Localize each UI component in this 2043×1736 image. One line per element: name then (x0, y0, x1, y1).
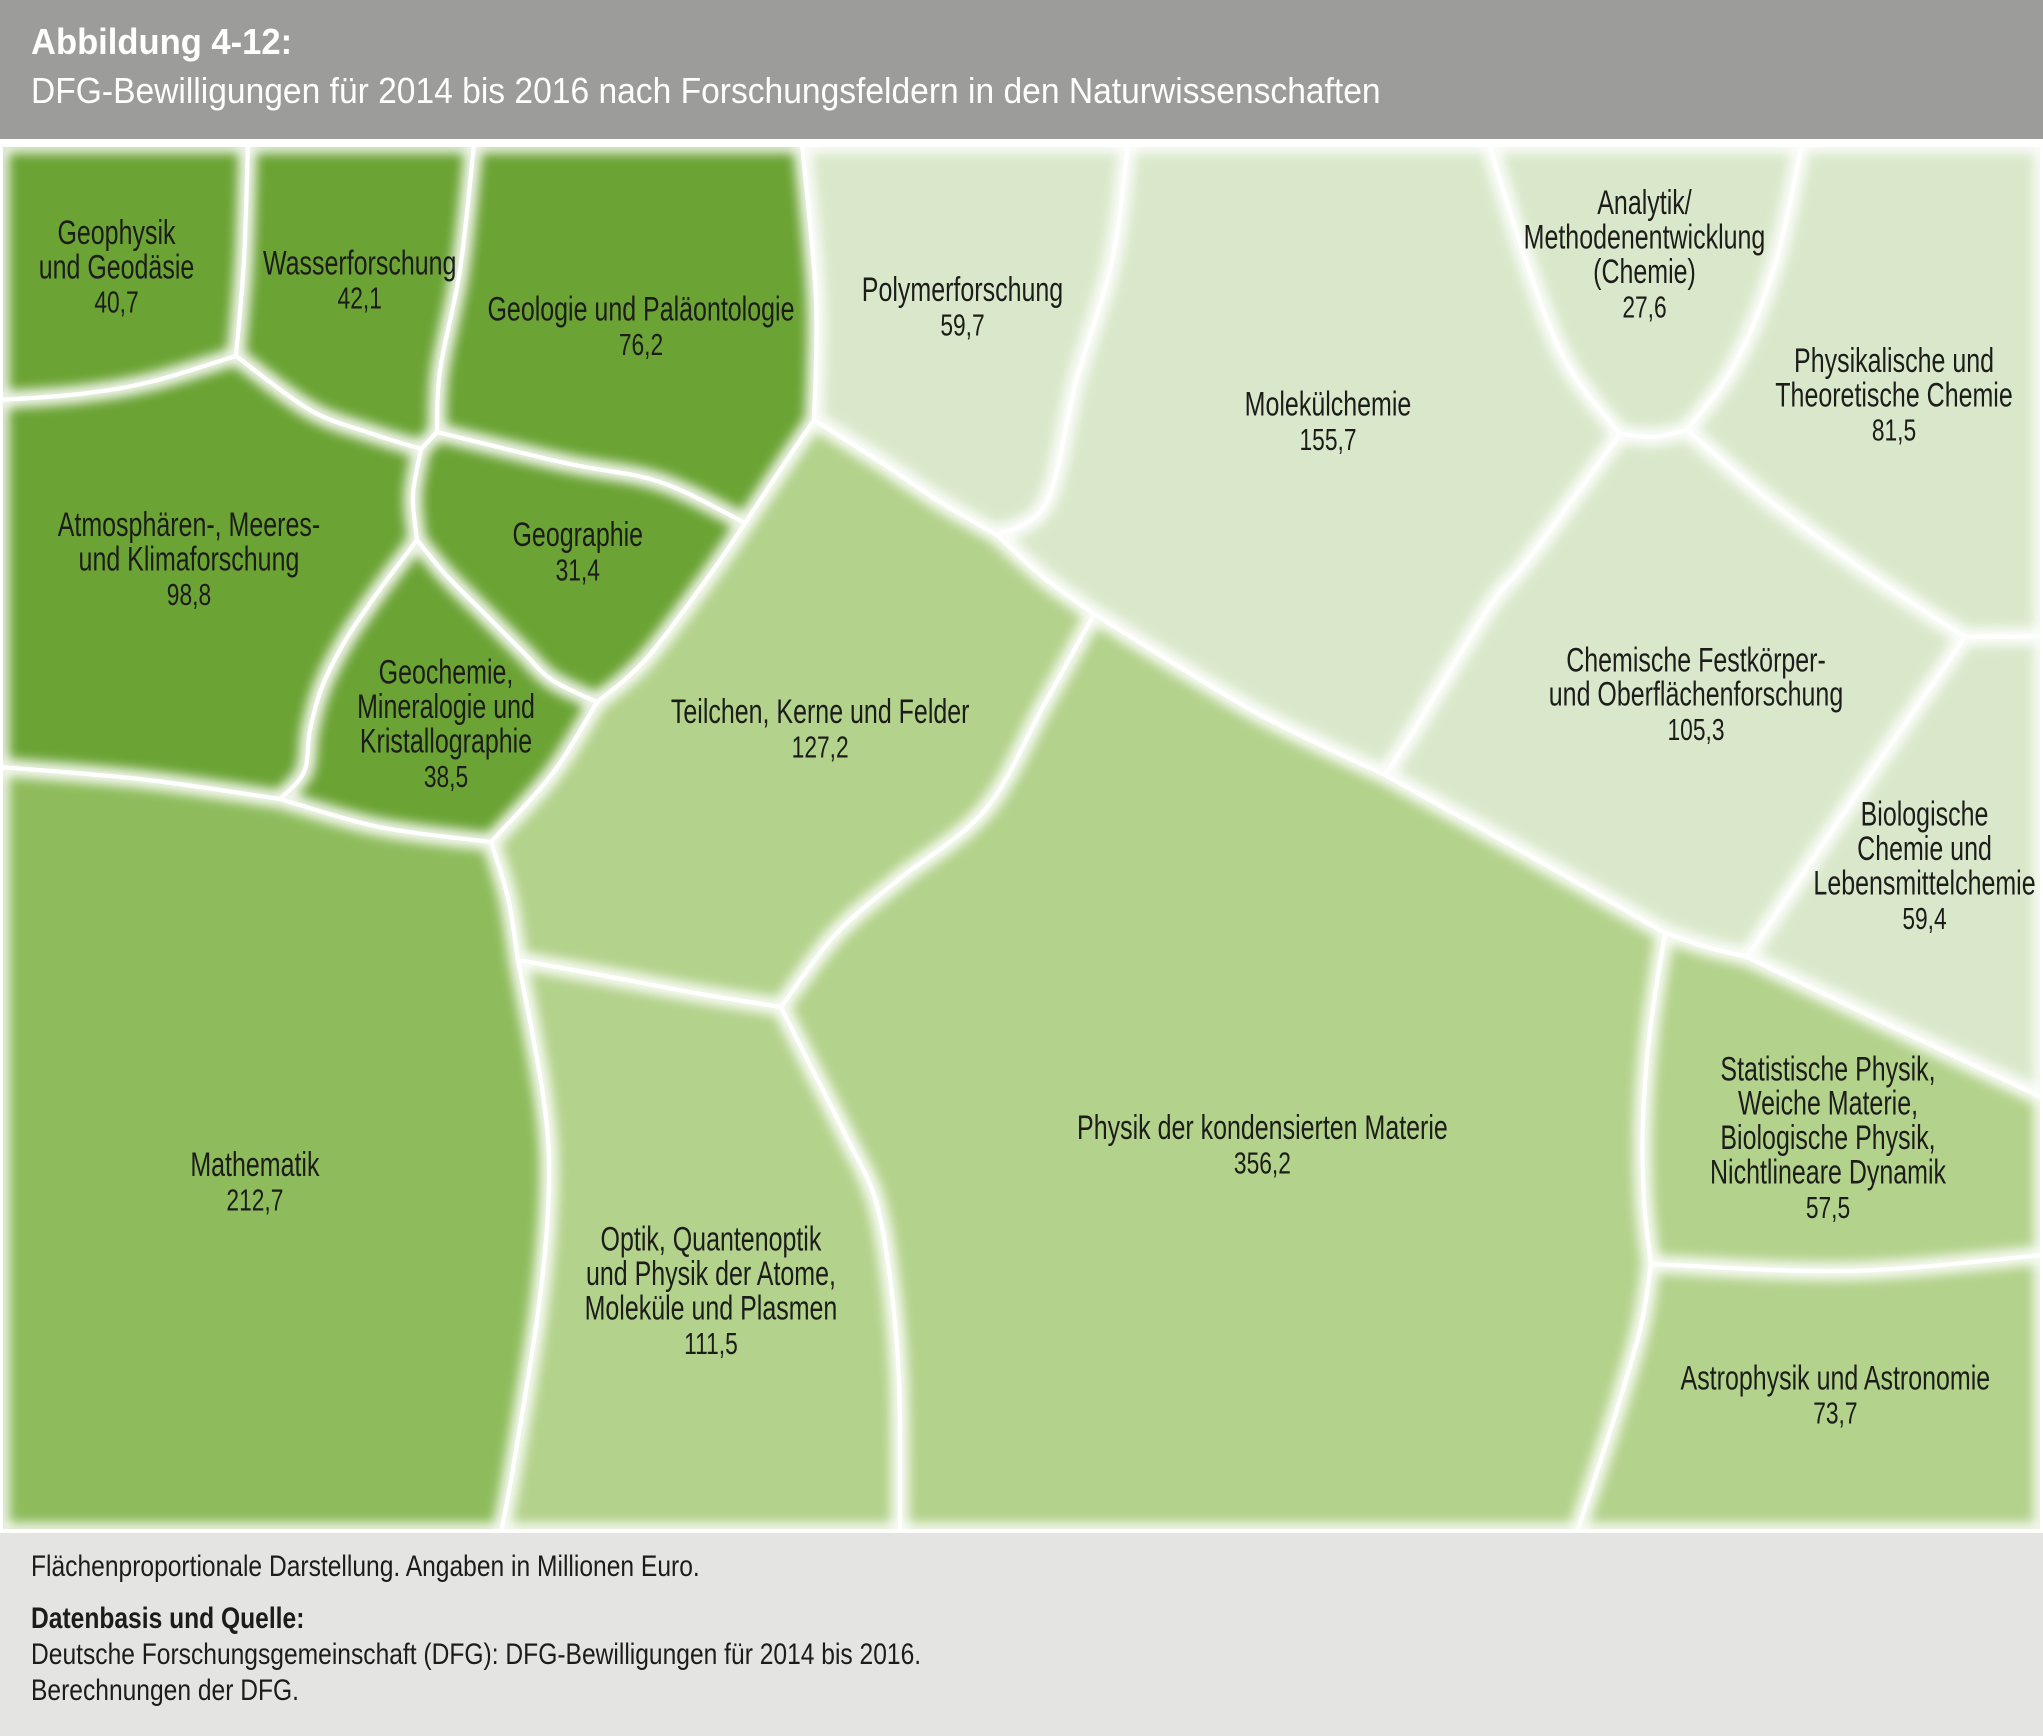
svg-text:42,1: 42,1 (338, 280, 382, 315)
svg-text:Theoretische Chemie: Theoretische Chemie (1775, 377, 2012, 415)
svg-text:Physikalische und: Physikalische und (1794, 342, 1994, 380)
svg-text:Statistische Physik,: Statistische Physik, (1720, 1051, 1935, 1089)
svg-text:59,4: 59,4 (1902, 900, 1946, 935)
svg-text:und Oberflächenforschung: und Oberflächenforschung (1549, 676, 1843, 714)
svg-text:Geologie und Paläontologie: Geologie und Paläontologie (487, 291, 794, 329)
svg-text:27,6: 27,6 (1622, 289, 1666, 324)
svg-text:Biologische: Biologische (1861, 796, 1989, 834)
svg-text:Geographie: Geographie (513, 516, 644, 554)
svg-text:Wasserforschung: Wasserforschung (263, 245, 456, 283)
svg-text:Mathematik: Mathematik (190, 1146, 319, 1184)
svg-text:Chemische Festkörper-: Chemische Festkörper- (1566, 642, 1826, 680)
svg-text:Atmosphären-, Meeres-: Atmosphären-, Meeres- (58, 506, 320, 544)
svg-text:356,2: 356,2 (1234, 1145, 1291, 1180)
svg-text:Polymerforschung: Polymerforschung (862, 271, 1063, 309)
svg-text:und Geodäsie: und Geodäsie (39, 249, 195, 287)
svg-text:Teilchen, Kerne und Felder: Teilchen, Kerne und Felder (671, 693, 970, 731)
svg-text:Astrophysik und Astronomie: Astrophysik und Astronomie (1681, 1360, 1991, 1398)
svg-text:57,5: 57,5 (1806, 1189, 1850, 1224)
svg-text:73,7: 73,7 (1813, 1395, 1857, 1430)
svg-text:31,4: 31,4 (556, 552, 600, 587)
svg-text:Geochemie,: Geochemie, (379, 654, 514, 692)
svg-text:Molekülchemie: Molekülchemie (1245, 386, 1412, 424)
svg-text:Biologische Physik,: Biologische Physik, (1720, 1119, 1935, 1157)
svg-text:111,5: 111,5 (684, 1325, 738, 1360)
svg-text:Mineralogie und: Mineralogie und (357, 688, 535, 726)
svg-text:(Chemie): (Chemie) (1593, 253, 1696, 291)
svg-text:81,5: 81,5 (1872, 412, 1916, 447)
svg-text:105,3: 105,3 (1668, 712, 1725, 747)
svg-text:Nichtlineare Dynamik: Nichtlineare Dynamik (1710, 1154, 1946, 1192)
svg-text:Optik, Quantenoptik: Optik, Quantenoptik (601, 1221, 822, 1259)
svg-text:Moleküle und Plasmen: Moleküle und Plasmen (585, 1290, 838, 1328)
svg-text:und Klimaforschung: und Klimaforschung (79, 541, 300, 579)
svg-text:127,2: 127,2 (792, 729, 849, 764)
svg-text:Kristallographie: Kristallographie (360, 723, 532, 761)
svg-text:Analytik/: Analytik/ (1597, 184, 1692, 222)
svg-text:59,7: 59,7 (940, 307, 984, 342)
svg-text:38,5: 38,5 (424, 758, 468, 793)
svg-text:76,2: 76,2 (619, 326, 663, 361)
svg-text:Methodenentwicklung: Methodenentwicklung (1524, 219, 1766, 257)
svg-text:Weiche Materie,: Weiche Materie, (1738, 1085, 1918, 1123)
svg-text:Geophysik: Geophysik (57, 214, 175, 252)
svg-text:Physik der kondensierten Mater: Physik der kondensierten Materie (1077, 1109, 1448, 1147)
svg-text:Lebensmittelchemie: Lebensmittelchemie (1813, 865, 2035, 903)
svg-text:und Physik der Atome,: und Physik der Atome, (586, 1255, 836, 1293)
svg-text:40,7: 40,7 (94, 284, 138, 319)
svg-text:98,8: 98,8 (167, 576, 211, 611)
svg-text:155,7: 155,7 (1300, 422, 1357, 457)
svg-text:212,7: 212,7 (226, 1182, 283, 1217)
svg-text:Chemie und: Chemie und (1857, 830, 1992, 868)
